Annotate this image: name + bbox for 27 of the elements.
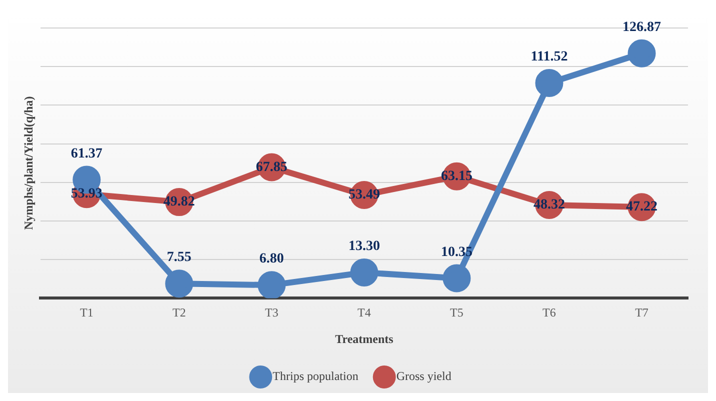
data-label: 111.52 bbox=[530, 50, 568, 65]
x-tick-label: T4 bbox=[358, 306, 371, 320]
data-label: 6.80 bbox=[259, 252, 284, 267]
point bbox=[628, 39, 656, 68]
x-tick-label: T2 bbox=[172, 306, 186, 320]
legend-label: Gross yield bbox=[396, 369, 452, 384]
x-tick-label: T6 bbox=[542, 306, 556, 320]
point bbox=[165, 270, 194, 298]
data-label: 126.87 bbox=[622, 20, 661, 35]
data-label: 7.55 bbox=[166, 250, 192, 266]
y-axis-title: Nymphs/plant/Yield(q/ha) bbox=[21, 96, 36, 230]
x-tick-label: T1 bbox=[80, 306, 94, 320]
data-label: 67.85 bbox=[256, 160, 288, 175]
data-label: 13.30 bbox=[348, 239, 380, 254]
point bbox=[350, 258, 378, 287]
data-label: 61.37 bbox=[70, 146, 102, 162]
data-label: 63.15 bbox=[440, 168, 472, 184]
point bbox=[535, 68, 564, 97]
point bbox=[258, 271, 286, 298]
x-tick-label: T3 bbox=[265, 306, 278, 320]
data-label: 48.32 bbox=[533, 198, 565, 213]
x-tick-label: T5 bbox=[450, 306, 464, 320]
legend-label: Thrips population bbox=[272, 369, 358, 384]
point bbox=[442, 264, 471, 292]
x-tick-label: T7 bbox=[635, 306, 648, 320]
x-axis-title: Treatments bbox=[335, 332, 394, 346]
data-label: 53.49 bbox=[348, 188, 380, 203]
